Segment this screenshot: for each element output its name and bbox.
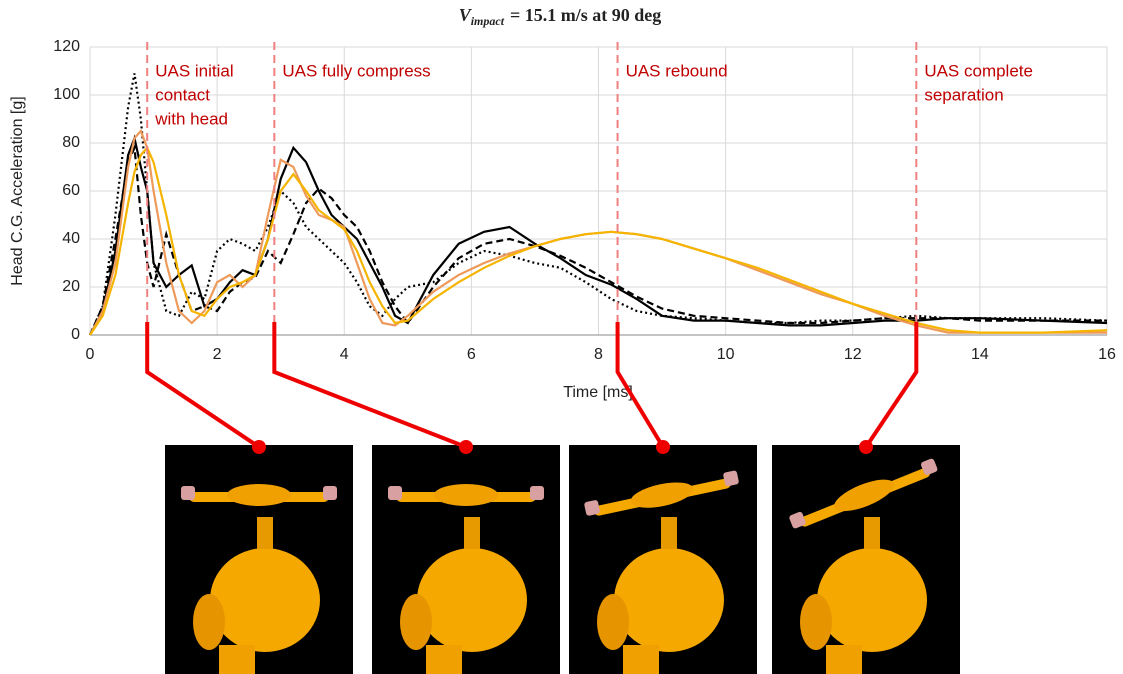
connector <box>274 322 466 447</box>
x-tick-label: 10 <box>717 346 735 363</box>
head <box>614 548 724 652</box>
connector-dot <box>656 440 670 454</box>
uas-image <box>165 445 353 674</box>
ear <box>800 594 832 650</box>
x-tick-label: 8 <box>594 346 603 363</box>
ear <box>193 594 225 650</box>
rotor <box>584 500 601 517</box>
event-label: UAS fully compress <box>282 61 430 80</box>
rotor <box>530 486 544 500</box>
mount <box>464 517 480 549</box>
ear <box>400 594 432 650</box>
chart: Vimpact= 15.1 m/s at 90 deg Time [ms] He… <box>0 0 1123 674</box>
x-axis-label: Time [ms] <box>563 384 633 401</box>
event-label: UAS complete <box>924 61 1033 80</box>
x-tick-label: 14 <box>971 346 989 363</box>
connector-dot <box>459 440 473 454</box>
event-label: UAS rebound <box>626 61 728 80</box>
mount <box>864 517 880 549</box>
head <box>210 548 320 652</box>
y-tick-label: 80 <box>62 134 80 151</box>
rotor <box>388 486 402 500</box>
event-label: contact <box>155 85 210 104</box>
rotor <box>723 470 740 487</box>
neck <box>623 645 659 674</box>
uas-image <box>772 445 960 674</box>
connector <box>147 322 259 447</box>
page: {"chart_data": {"type": "line", "title":… <box>0 0 1123 674</box>
y-tick-label: 40 <box>62 230 80 247</box>
x-tick-label: 4 <box>340 346 349 363</box>
drone-body <box>227 484 291 506</box>
head <box>417 548 527 652</box>
drone-body <box>434 484 498 506</box>
uas-image <box>569 445 757 674</box>
y-tick-label: 60 <box>62 182 80 199</box>
ear <box>597 594 629 650</box>
y-tick-label: 0 <box>71 326 80 343</box>
rotor <box>323 486 337 500</box>
title-rest: = 15.1 m/s at 90 deg <box>510 5 661 25</box>
x-tick-label: 12 <box>844 346 862 363</box>
event-label: UAS initial <box>155 61 233 80</box>
x-tick-label: 0 <box>86 346 95 363</box>
connector <box>866 322 916 447</box>
head <box>817 548 927 652</box>
x-tick-label: 6 <box>467 346 476 363</box>
event-label: separation <box>924 85 1003 104</box>
neck <box>826 645 862 674</box>
neck <box>426 645 462 674</box>
title-subscript: impact <box>471 14 505 28</box>
chart-title: Vimpact= 15.1 m/s at 90 deg <box>459 5 662 28</box>
y-axis-label: Head C.G. Acceleration [g] <box>9 96 26 285</box>
connector-dot <box>859 440 873 454</box>
x-tick-label: 16 <box>1098 346 1116 363</box>
x-tick-label: 2 <box>213 346 222 363</box>
mount <box>257 517 273 549</box>
rotor <box>181 486 195 500</box>
connector <box>618 322 663 447</box>
event-label: with head <box>154 109 228 128</box>
y-tick-label: 120 <box>53 38 80 55</box>
neck <box>219 645 255 674</box>
y-tick-label: 100 <box>53 86 80 103</box>
y-tick-label: 20 <box>62 278 80 295</box>
connector-dot <box>252 440 266 454</box>
uas-image <box>372 445 560 674</box>
mount <box>661 517 677 549</box>
